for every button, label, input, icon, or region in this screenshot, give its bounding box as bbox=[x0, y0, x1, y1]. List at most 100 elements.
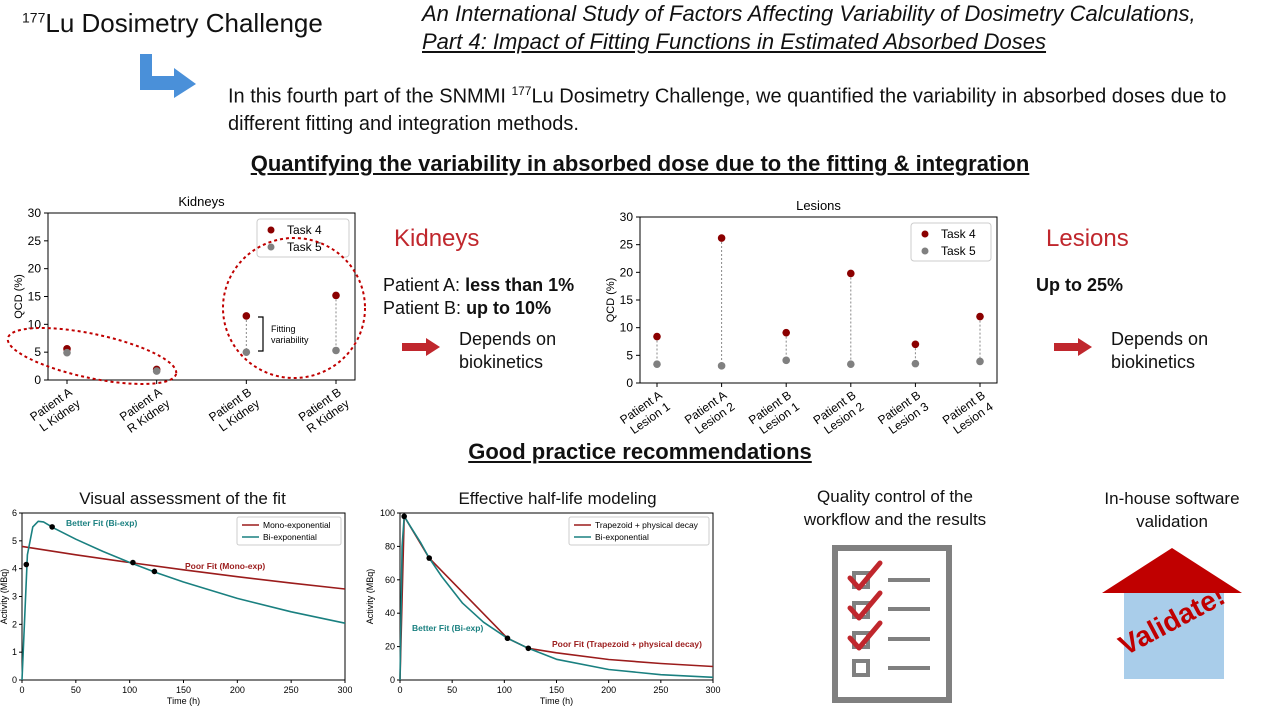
study-title-line2: Part 4: Impact of Fitting Functions in E… bbox=[422, 29, 1047, 54]
y-tick-label: 4 bbox=[12, 564, 17, 574]
x-tick-label: Patient BLesion 1 bbox=[746, 388, 802, 439]
legend-label: Task 4 bbox=[941, 227, 976, 241]
legend-label: Bi-exponential bbox=[595, 532, 649, 542]
data-point bbox=[401, 513, 407, 520]
lesions-heading: Lesions bbox=[1046, 225, 1129, 252]
x-tick-label: 100 bbox=[497, 685, 512, 695]
y-tick-label: 0 bbox=[34, 373, 41, 387]
data-point bbox=[717, 362, 726, 370]
legend-label: Task 5 bbox=[287, 240, 322, 254]
legend-box bbox=[256, 218, 350, 258]
y-tick-label: 0 bbox=[626, 376, 633, 390]
y-tick-label: 25 bbox=[620, 238, 634, 252]
data-point bbox=[332, 291, 340, 300]
y-tick-label: 15 bbox=[28, 290, 42, 304]
x-tick-label: 150 bbox=[549, 685, 564, 695]
series-line bbox=[399, 515, 714, 681]
turn-arrow-icon bbox=[140, 54, 196, 98]
y-tick-label: 10 bbox=[28, 317, 42, 331]
lesions-chart: Lesions 0 5 10 15 20 25 30 QCD (%) Patient ALesio… bbox=[605, 198, 998, 439]
x-tick-label: 50 bbox=[71, 685, 81, 695]
y-tick-label: 10 bbox=[620, 321, 634, 335]
x-tick-label: 200 bbox=[601, 685, 616, 695]
y-tick-label: 15 bbox=[620, 293, 634, 307]
annotation-text: Better Fit (Bi-exp) bbox=[66, 518, 137, 528]
halflife-title: Effective half-life modeling bbox=[458, 489, 657, 508]
y-axis-label: Activity (MBq) bbox=[365, 569, 375, 625]
validation-title: In-house software validation bbox=[1104, 489, 1240, 531]
y-tick-label: 3 bbox=[12, 592, 17, 602]
annotation-text: Better Fit (Bi-exp) bbox=[412, 623, 483, 633]
x-tick-label: 200 bbox=[230, 685, 245, 695]
data-point bbox=[653, 360, 661, 368]
x-tick-label: 50 bbox=[447, 685, 457, 695]
x-tick-label: 0 bbox=[19, 685, 24, 695]
x-tick-label: Patient BL Kidney bbox=[206, 385, 262, 436]
legend-box bbox=[910, 222, 992, 262]
data-point bbox=[49, 524, 55, 530]
legend-marker bbox=[921, 230, 929, 238]
x-tick-label: 300 bbox=[705, 685, 720, 695]
data-point bbox=[151, 568, 158, 575]
legend-label: Task 5 bbox=[941, 244, 976, 258]
section-heading-recommendations: Good practice recommendations bbox=[468, 439, 812, 464]
x-tick-label: 300 bbox=[337, 685, 352, 695]
x-axis-label: Time (h) bbox=[540, 696, 573, 706]
halflife-chart: 0 50 100 150 200 250 300 0 20 40 60 80 100 Time (h) Ac… bbox=[365, 508, 721, 706]
y-axis-label: Activity (MBq) bbox=[0, 569, 9, 625]
chart-title: Lesions bbox=[796, 198, 841, 213]
legend-marker bbox=[921, 247, 929, 255]
x-axis-label: Time (h) bbox=[167, 696, 200, 706]
y-tick-label: 0 bbox=[390, 675, 395, 685]
legend-box bbox=[568, 516, 710, 546]
data-point bbox=[782, 328, 790, 337]
y-tick-label: 5 bbox=[34, 345, 41, 359]
data-point bbox=[976, 312, 984, 321]
x-tick-label: 150 bbox=[176, 685, 191, 695]
kidneys-depends: Depends on biokinetics bbox=[459, 329, 557, 372]
x-tick-label: Patient BLesion 4 bbox=[940, 388, 996, 439]
y-tick-label: 1 bbox=[12, 647, 17, 657]
y-tick-label: 5 bbox=[12, 536, 17, 546]
x-tick-label: Patient ALesion 2 bbox=[682, 388, 738, 439]
kidneys-patient-b: Patient B: up to 10% bbox=[383, 298, 552, 318]
y-tick-label: 20 bbox=[28, 262, 42, 276]
legend-box bbox=[236, 516, 342, 546]
data-point bbox=[653, 332, 661, 341]
data-point bbox=[332, 346, 340, 355]
y-tick-label: 60 bbox=[385, 575, 395, 585]
kidneys-patient-a: Patient A: less than 1% bbox=[383, 275, 575, 295]
y-tick-label: 6 bbox=[12, 508, 17, 518]
kidneys-chart: Kidneys 0 5 10 15 20 25 30 QCD (%) Patient AL Kid… bbox=[6, 194, 366, 436]
series-line bbox=[21, 545, 346, 590]
bracket bbox=[258, 316, 264, 352]
data-point bbox=[426, 555, 433, 561]
study-title-line1: An International Study of Factors Affect… bbox=[422, 1, 1196, 26]
highlight-ellipse bbox=[6, 327, 178, 385]
data-point bbox=[717, 234, 726, 242]
visual-assessment-title: Visual assessment of the fit bbox=[79, 489, 286, 508]
data-point bbox=[242, 348, 251, 356]
y-tick-label: 20 bbox=[385, 642, 395, 652]
annotation-text: Poor Fit (Trapezoid + physical decay) bbox=[552, 639, 702, 649]
right-arrow-icon bbox=[402, 338, 440, 356]
lesions-range: Up to 25% bbox=[1036, 275, 1124, 295]
chart-title: Kidneys bbox=[178, 194, 225, 209]
x-tick-label: Patient BLesion 2 bbox=[811, 388, 867, 439]
data-point bbox=[23, 561, 30, 568]
legend-label: Task 4 bbox=[287, 223, 322, 237]
study-title: An International Study of Factors Affect… bbox=[422, 0, 1196, 56]
data-point bbox=[782, 356, 790, 365]
data-point bbox=[504, 635, 511, 642]
legend-marker bbox=[267, 226, 275, 234]
fit-comparison-chart: 0 50 100 150 200 250 300 0 1 2 3 4 5 6 Time (h) Activit… bbox=[0, 508, 352, 706]
lesions-depends: Depends on biokinetics bbox=[1111, 329, 1209, 372]
annotation-text: Fitting bbox=[271, 324, 296, 334]
data-point bbox=[847, 269, 855, 278]
data-point bbox=[847, 360, 855, 368]
y-tick-label: 80 bbox=[385, 541, 395, 551]
y-tick-label: 30 bbox=[620, 210, 634, 224]
y-tick-label: 30 bbox=[28, 206, 42, 220]
x-tick-label: 100 bbox=[122, 685, 137, 695]
x-tick-label: 250 bbox=[284, 685, 299, 695]
